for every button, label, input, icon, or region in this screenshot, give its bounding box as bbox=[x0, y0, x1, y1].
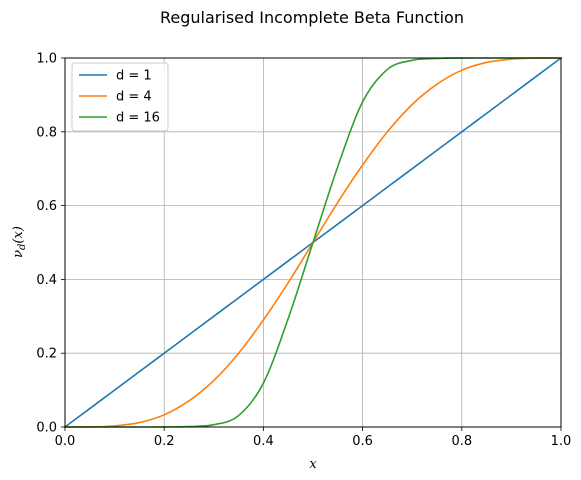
y-axis-label-tail: (x) bbox=[11, 226, 26, 243]
legend-box bbox=[71, 62, 169, 132]
y-axis-label-main: ν bbox=[11, 250, 26, 258]
x-tick-label: 0.8 bbox=[451, 434, 472, 449]
plot-frame bbox=[64, 57, 562, 428]
y-tick-label: 0.0 bbox=[36, 421, 57, 436]
legend-label-3: d = 16 bbox=[116, 111, 160, 126]
x-tick-label: 1.0 bbox=[551, 434, 572, 449]
legend-label-1: d = 1 bbox=[116, 69, 152, 84]
x-tick-label: 0.6 bbox=[352, 434, 373, 449]
x-tick-label: 0.4 bbox=[253, 434, 274, 449]
x-tick-label: 0.0 bbox=[55, 434, 76, 449]
y-axis-label-subscript: d bbox=[17, 244, 28, 250]
y-tick-label: 0.6 bbox=[36, 199, 57, 214]
legend: d = 1 d = 4 d = 16 bbox=[71, 62, 169, 132]
x-tick-label: 0.2 bbox=[154, 434, 175, 449]
ticks: 0.0 0.2 0.4 0.6 0.8 1.0 0.0 0.2 0.4 0.6 0.8 1.0 bbox=[36, 52, 571, 450]
y-axis-label: νd(x) bbox=[11, 226, 28, 258]
y-tick-label: 0.2 bbox=[36, 347, 57, 362]
y-tick-label: 0.8 bbox=[36, 125, 57, 140]
y-tick-label: 1.0 bbox=[36, 52, 57, 67]
chart-title: Regularised Incomplete Beta Function bbox=[160, 8, 464, 27]
legend-label-2: d = 4 bbox=[116, 90, 152, 105]
x-axis-label: x bbox=[309, 457, 317, 472]
y-tick-label: 0.4 bbox=[36, 273, 57, 288]
